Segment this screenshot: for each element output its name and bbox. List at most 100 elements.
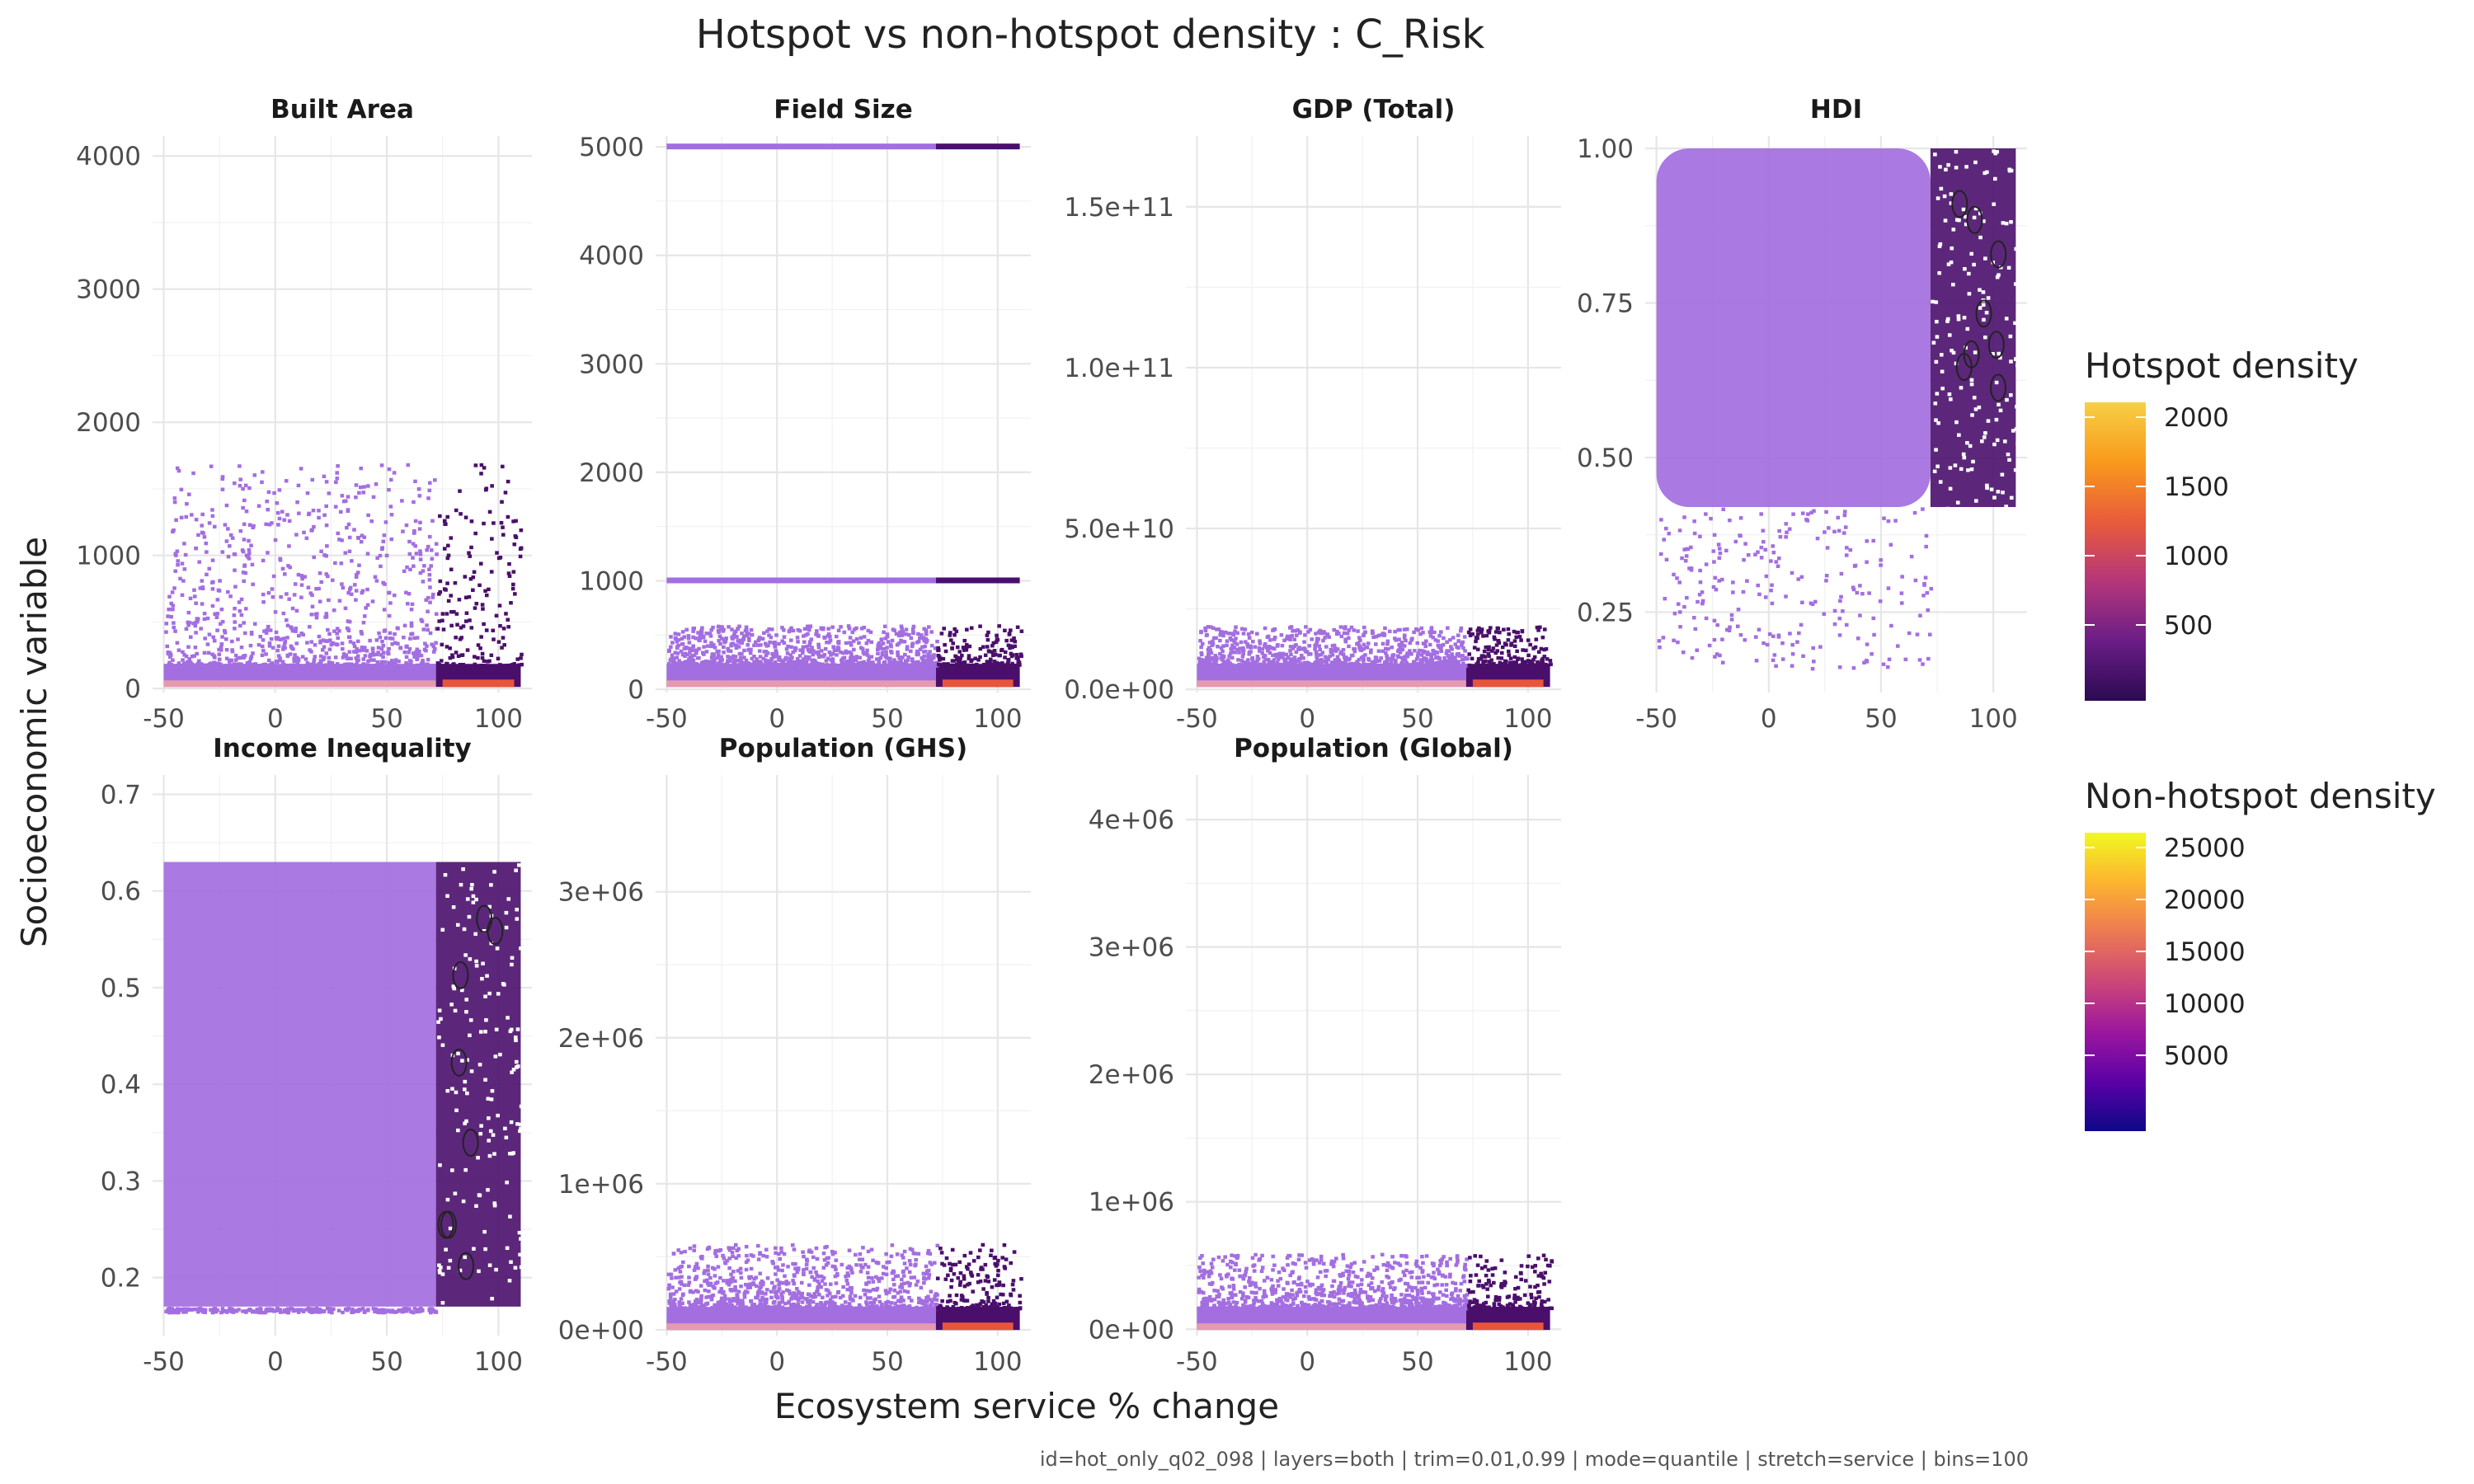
density-tile xyxy=(267,523,272,527)
density-tile xyxy=(1293,664,1298,668)
density-tile xyxy=(1689,566,1694,571)
x-tick-label: 50 xyxy=(370,1347,402,1377)
density-tile xyxy=(963,646,967,650)
hotspot-base-peak xyxy=(942,679,1014,688)
density-gap xyxy=(1978,288,1982,292)
density-tile xyxy=(341,664,346,668)
density-tile xyxy=(1003,655,1007,660)
density-tile xyxy=(826,627,830,631)
density-tile xyxy=(1288,635,1292,639)
density-tile xyxy=(274,630,279,635)
density-tile xyxy=(847,627,852,631)
density-tile xyxy=(1516,630,1520,635)
density-tile xyxy=(387,467,392,472)
density-tile xyxy=(680,1275,684,1279)
density-tile xyxy=(862,625,867,630)
density-tile xyxy=(363,664,368,668)
density-tile xyxy=(754,1284,759,1289)
density-tile xyxy=(772,1286,776,1290)
density-tile xyxy=(1396,649,1400,654)
density-tile xyxy=(778,1280,782,1284)
density-tile xyxy=(268,628,273,632)
density-tile xyxy=(1761,528,1766,533)
density-tile xyxy=(1718,653,1722,658)
density-tile xyxy=(333,655,338,660)
density-tile xyxy=(747,638,751,643)
density-tile xyxy=(1390,655,1395,660)
density-tile xyxy=(172,621,176,625)
density-tile xyxy=(242,538,247,542)
density-tile xyxy=(756,1257,761,1261)
density-tile xyxy=(362,646,367,650)
density-gap xyxy=(489,883,493,887)
density-tile xyxy=(1448,637,1452,642)
density-tile xyxy=(506,571,511,575)
density-tile xyxy=(214,615,219,620)
density-tile xyxy=(191,471,195,476)
density-tile xyxy=(480,655,485,660)
density-tile xyxy=(1262,660,1267,664)
density-tile xyxy=(1370,631,1375,636)
density-tile xyxy=(1404,638,1408,643)
density-tile xyxy=(176,648,181,652)
density-tile xyxy=(1383,646,1388,651)
density-tile xyxy=(211,580,215,585)
density-tile xyxy=(463,515,468,519)
density-tile xyxy=(731,636,735,641)
density-tiles xyxy=(666,1242,1023,1331)
density-tile xyxy=(733,643,738,647)
density-tile xyxy=(852,627,857,632)
density-tile xyxy=(846,624,851,628)
density-tile xyxy=(1316,630,1321,635)
density-tile xyxy=(335,477,340,481)
density-tile xyxy=(1324,662,1329,667)
density-tile xyxy=(285,592,289,596)
density-gap xyxy=(504,925,509,930)
density-gap xyxy=(468,1018,473,1022)
density-gap xyxy=(1993,151,1998,156)
density-tile xyxy=(1013,639,1018,644)
density-tile xyxy=(789,626,793,631)
density-tile xyxy=(1313,647,1317,651)
density-tile xyxy=(1721,507,1726,512)
density-tile xyxy=(864,1303,869,1307)
density-tile xyxy=(814,1270,818,1275)
density-tile xyxy=(1531,657,1536,662)
density-tile xyxy=(1882,516,1886,520)
density-tile xyxy=(1800,511,1805,515)
density-tile xyxy=(876,644,881,648)
density-tile xyxy=(256,504,261,508)
density-tile xyxy=(1540,658,1544,663)
density-tile xyxy=(708,1275,713,1280)
density-gap xyxy=(1939,353,1944,357)
density-tile xyxy=(329,663,334,668)
density-contour xyxy=(1975,299,1992,328)
density-tile xyxy=(1887,657,1892,661)
density-tile xyxy=(167,594,172,599)
density-tile xyxy=(901,1306,905,1311)
density-tile xyxy=(933,1294,938,1298)
density-tile xyxy=(324,614,329,619)
density-tile xyxy=(175,549,180,553)
density-tile xyxy=(772,653,777,657)
density-tile xyxy=(201,531,205,535)
density-tile xyxy=(285,1307,290,1311)
density-gap xyxy=(1969,382,1974,387)
density-tile xyxy=(242,522,247,527)
density-tile xyxy=(904,632,908,636)
density-tile xyxy=(1214,660,1218,665)
density-tile xyxy=(981,645,985,649)
density-tile xyxy=(426,627,430,632)
density-tile xyxy=(718,641,722,646)
density-tile xyxy=(1272,627,1276,632)
density-gap xyxy=(477,1269,481,1274)
density-tile xyxy=(352,644,357,649)
density-tile xyxy=(269,636,274,641)
density-tile xyxy=(854,1263,858,1267)
density-tile xyxy=(827,650,832,655)
density-tile xyxy=(281,662,286,667)
density-tile xyxy=(833,1294,838,1299)
density-tile xyxy=(801,1250,805,1254)
density-tile xyxy=(332,664,336,668)
density-tile xyxy=(294,629,298,633)
